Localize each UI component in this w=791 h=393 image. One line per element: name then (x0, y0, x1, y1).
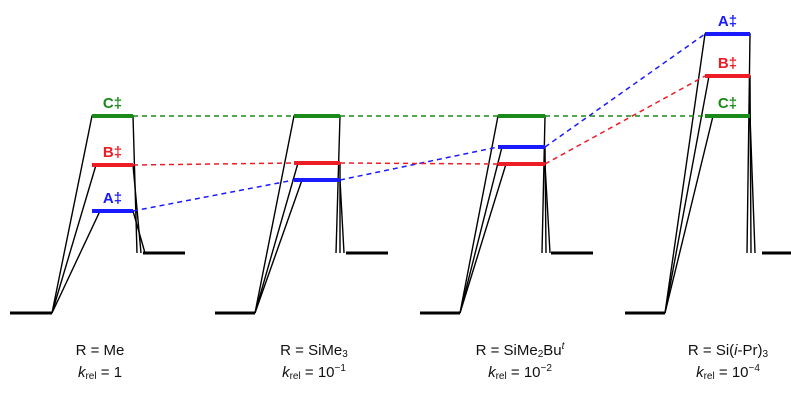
transition-state-labels: C‡ B‡ A‡ A‡ B‡ C‡ (103, 13, 737, 207)
ts-label-a: A‡ (718, 13, 737, 30)
caption-sime2but: R = SiMe2But krel = 10−2 (420, 340, 620, 384)
energy-profile-b (51, 164, 142, 314)
caption-r-sime2but: R = SiMe2But (475, 341, 565, 360)
energy-profile-c (254, 115, 341, 314)
energy-profile-b (664, 75, 752, 314)
ts-label-b: B‡ (103, 144, 122, 161)
caption-krel-siipr3: krel = 10−4 (696, 363, 760, 382)
energy-profile-a (51, 210, 146, 314)
caption-krel-sime3: krel = 10−1 (282, 363, 346, 382)
connector-a (339, 146, 499, 181)
connector-lines (132, 33, 706, 212)
ts-label-c: C‡ (103, 95, 122, 112)
connector-b (339, 162, 499, 165)
ts-label-b: B‡ (718, 55, 737, 72)
caption-krel-me: krel = 1 (77, 364, 123, 382)
energy-profiles (10, 33, 791, 315)
ts-label-a: A‡ (103, 190, 122, 207)
ts-label-c: C‡ (718, 95, 737, 112)
connector-a (544, 33, 706, 148)
caption-r-sime3: R = SiMe3 (280, 342, 348, 360)
transition-state-levels (92, 32, 750, 213)
connector-b (544, 75, 706, 165)
energy-profile-b (459, 163, 551, 314)
caption-siipr3: R = Si(i-Pr)3 krel = 10−4 (628, 340, 791, 384)
caption-me: R = Me krel = 1 (0, 340, 200, 384)
caption-sime3: R = SiMe3 krel = 10−1 (214, 340, 414, 384)
connector-b (132, 162, 295, 166)
connector-a (132, 179, 295, 212)
caption-krel-sime2but: krel = 10−2 (488, 363, 552, 382)
caption-r-me: R = Me (75, 342, 125, 359)
energy-profile-diagram: C‡ B‡ A‡ A‡ B‡ C‡ (10, 13, 791, 315)
energy-profile-c (51, 115, 138, 314)
caption-r-siipr3: R = Si(i-Pr)3 (687, 342, 769, 360)
